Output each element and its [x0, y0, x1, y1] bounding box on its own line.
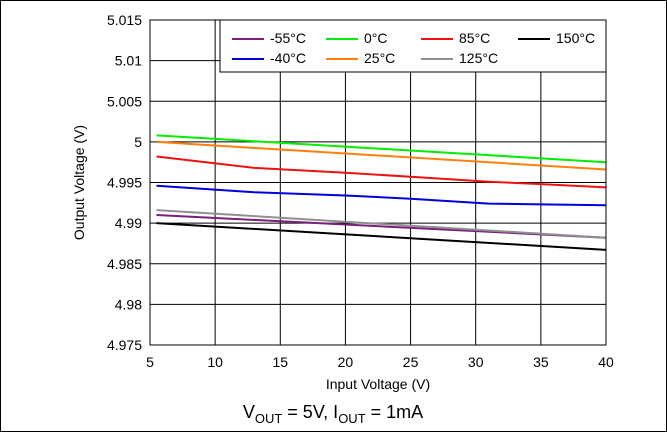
y-tick-label: 5.015: [107, 12, 142, 28]
y-tick-label: 5.01: [115, 53, 142, 69]
legend-label: 125°C: [459, 50, 498, 66]
series-line: [156, 155, 607, 189]
x-tick-label: 5: [146, 354, 154, 370]
series-line: [156, 222, 607, 251]
y-tick-label: 4.985: [107, 256, 142, 272]
x-tick-label: 15: [272, 354, 288, 370]
series-line: [156, 134, 607, 164]
legend-label: 150°C: [556, 30, 595, 46]
x-tick-label: 25: [403, 354, 419, 370]
caption-mid: = 5V, I: [282, 402, 338, 422]
legend-label: 85°C: [459, 30, 490, 46]
legend-box: [219, 19, 607, 73]
series-line: [156, 184, 607, 207]
series-line: [156, 140, 607, 171]
legend-label: -55°C: [270, 30, 306, 46]
caption-sub2: OUT: [338, 411, 366, 426]
chart-caption: VOUT = 5V, IOUT = 1mA: [243, 402, 423, 426]
legend-label: 0°C: [364, 30, 388, 46]
x-axis-ticks: 5 10 15 20 25 30 35 40: [146, 354, 614, 370]
x-tick-label: 40: [598, 354, 614, 370]
series-lines: [156, 134, 607, 251]
x-tick-label: 20: [338, 354, 354, 370]
x-tick-label: 30: [468, 354, 484, 370]
legend-label: -40°C: [270, 50, 306, 66]
legend-label: 25°C: [364, 50, 395, 66]
x-tick-label: 10: [207, 354, 223, 370]
y-tick-label: 5: [134, 134, 142, 150]
legend: -55°C 0°C 85°C 150°C -40°C 25°C 125°C: [219, 19, 607, 73]
y-axis-label: Output Voltage (V): [71, 125, 87, 240]
x-axis-label: Input Voltage (V): [326, 376, 430, 392]
caption-main: V: [243, 402, 255, 422]
y-axis-ticks: 4.975 4.98 4.985 4.99 4.995 5 5.005 5.01 5.015: [107, 12, 142, 353]
y-tick-label: 4.995: [107, 175, 142, 191]
caption-sub1: OUT: [255, 411, 283, 426]
y-tick-label: 4.98: [115, 296, 142, 312]
series-line: [156, 209, 607, 239]
x-tick-label: 35: [533, 354, 549, 370]
y-tick-label: 5.005: [107, 93, 142, 109]
y-tick-label: 4.975: [107, 337, 142, 353]
caption-end: = 1mA: [366, 402, 424, 422]
y-tick-label: 4.99: [115, 215, 142, 231]
